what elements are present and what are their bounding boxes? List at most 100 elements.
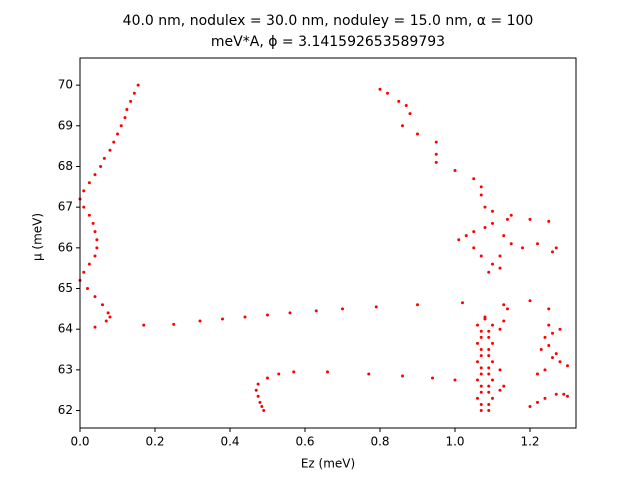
point xyxy=(554,392,558,396)
point xyxy=(547,219,551,223)
point xyxy=(490,341,494,345)
point xyxy=(288,311,292,315)
point xyxy=(502,234,506,238)
point xyxy=(483,315,487,319)
point xyxy=(265,376,269,380)
point xyxy=(479,348,483,352)
point xyxy=(93,230,97,234)
point xyxy=(434,140,438,144)
point xyxy=(475,378,479,382)
point xyxy=(539,348,543,352)
point xyxy=(93,173,97,177)
y-tick-label: 62 xyxy=(58,403,73,417)
point xyxy=(453,378,457,382)
point xyxy=(434,152,438,156)
point xyxy=(132,91,136,95)
point xyxy=(95,246,99,250)
point xyxy=(256,382,260,386)
point xyxy=(472,230,476,234)
point xyxy=(498,327,502,331)
point xyxy=(479,409,483,413)
point xyxy=(85,287,89,291)
point xyxy=(479,185,483,189)
point xyxy=(490,396,494,400)
point xyxy=(397,99,401,103)
point xyxy=(558,327,562,331)
point xyxy=(472,246,476,250)
point xyxy=(543,396,547,400)
point xyxy=(254,388,258,392)
point xyxy=(502,319,506,323)
point xyxy=(82,270,86,274)
point xyxy=(262,409,266,413)
point xyxy=(472,177,476,181)
point xyxy=(142,323,146,327)
point xyxy=(106,311,110,315)
point xyxy=(220,317,224,321)
point xyxy=(136,83,140,87)
point xyxy=(400,374,404,378)
point xyxy=(498,388,502,392)
point xyxy=(82,189,86,193)
point xyxy=(123,116,127,120)
point xyxy=(479,402,483,406)
point xyxy=(93,295,97,299)
point xyxy=(479,354,483,358)
point xyxy=(498,266,502,270)
point xyxy=(385,91,389,95)
point xyxy=(374,305,378,309)
point xyxy=(479,335,483,339)
point xyxy=(562,392,566,396)
point xyxy=(367,372,371,376)
point xyxy=(528,299,532,303)
point xyxy=(505,307,509,311)
point xyxy=(483,226,487,230)
point xyxy=(479,193,483,197)
point xyxy=(100,303,104,307)
point xyxy=(509,213,513,217)
point xyxy=(479,372,483,376)
point xyxy=(535,400,539,404)
point xyxy=(547,343,551,347)
x-tick-label: 0.4 xyxy=(220,435,239,449)
x-tick-label: 0.2 xyxy=(145,435,164,449)
point xyxy=(108,148,112,152)
point xyxy=(464,234,468,238)
point xyxy=(87,262,91,266)
point xyxy=(256,394,260,398)
point xyxy=(475,323,479,327)
point xyxy=(82,205,86,209)
point xyxy=(509,242,513,246)
point xyxy=(487,354,491,358)
point xyxy=(498,368,502,372)
point xyxy=(498,254,502,258)
point xyxy=(528,404,532,408)
point xyxy=(475,341,479,345)
point xyxy=(314,309,318,313)
point xyxy=(543,335,547,339)
y-tick-label: 66 xyxy=(58,240,73,254)
point xyxy=(172,322,176,326)
point xyxy=(99,164,103,168)
point xyxy=(487,372,491,376)
point xyxy=(260,404,264,408)
point xyxy=(487,402,491,406)
point xyxy=(434,160,438,164)
chart-title: meV*A, ϕ = 3.141592653589793 xyxy=(211,34,445,50)
point xyxy=(479,329,483,333)
y-tick-label: 69 xyxy=(58,118,73,132)
point xyxy=(547,307,551,311)
point xyxy=(198,319,202,323)
point xyxy=(115,132,119,136)
point xyxy=(490,323,494,327)
point xyxy=(129,99,133,103)
point xyxy=(565,394,569,398)
point xyxy=(502,303,506,307)
chart-title: 40.0 nm, nodulex = 30.0 nm, noduley = 15… xyxy=(123,13,534,29)
x-axis-label: Ez (meV) xyxy=(301,457,355,471)
point xyxy=(543,368,547,372)
point xyxy=(400,124,404,128)
point xyxy=(475,396,479,400)
